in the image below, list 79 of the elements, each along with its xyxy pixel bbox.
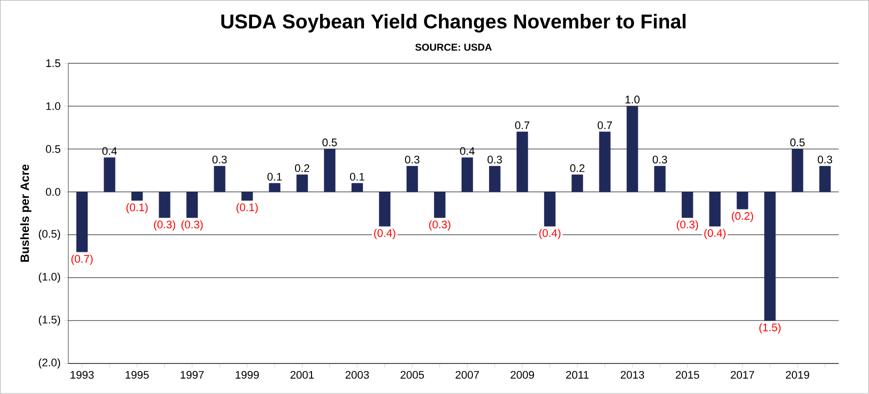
bar (406, 166, 418, 192)
data-label: 0.2 (570, 164, 584, 172)
data-label: 0.3 (818, 156, 832, 164)
bar (599, 132, 611, 192)
data-label: 0.7 (598, 122, 612, 130)
data-label: 0.5 (322, 138, 337, 146)
data-label: (0.1) (236, 203, 258, 214)
y-tick-label: (1.0) (38, 272, 60, 283)
data-label: (0.3) (154, 220, 176, 231)
bar (626, 106, 638, 192)
data-label: 0.1 (350, 173, 364, 181)
data-label: (0.3) (676, 220, 698, 231)
bar (379, 192, 390, 227)
x-tick-label: 2011 (566, 371, 589, 379)
y-tick-label: 0.0 (46, 188, 60, 196)
bar (819, 166, 831, 192)
bar (682, 192, 694, 218)
bar (462, 158, 473, 192)
bar (736, 192, 748, 210)
y-tick-label: (1.5) (38, 316, 60, 326)
x-tick-label: 2013 (620, 371, 644, 379)
bar (214, 166, 226, 192)
chart-subtitle: SOURCE: USDA (415, 44, 492, 51)
data-label: 0.2 (294, 164, 310, 172)
data-label: 0.5 (790, 138, 805, 146)
y-axis-title: Bushels per Acre (20, 164, 32, 262)
data-label: (0.2) (732, 212, 754, 222)
y-tick-label: 0.5 (46, 145, 60, 154)
chart-title: USDA Soybean Yield Changes November to Final (221, 14, 686, 33)
bar (489, 166, 500, 192)
data-label: (0.3) (181, 220, 203, 231)
x-tick-label: 1999 (236, 371, 259, 379)
x-tick-label: 2015 (676, 371, 700, 379)
y-tick-label: (0.5) (38, 230, 60, 240)
x-tick-label: 2007 (456, 371, 479, 379)
x-tick-label: 2019 (786, 371, 810, 379)
x-tick-label: 1997 (180, 371, 204, 379)
data-label: (0.4) (374, 229, 396, 240)
data-label: 0.3 (405, 156, 420, 164)
x-tick-label: 2003 (346, 371, 369, 379)
bar (572, 174, 584, 192)
bar (792, 148, 804, 192)
bar (764, 192, 776, 321)
data-label: 0.1 (267, 173, 282, 181)
x-tick-label: 2001 (290, 371, 314, 379)
bar (352, 183, 363, 192)
bar (296, 174, 308, 192)
y-tick-label: 1.0 (46, 102, 60, 110)
data-label: (0.7) (71, 254, 93, 266)
bar (158, 192, 170, 218)
data-label: 0.3 (212, 156, 227, 164)
bar (131, 192, 143, 201)
bar (268, 183, 280, 192)
bar (104, 158, 116, 192)
data-label: 0.7 (515, 122, 530, 130)
data-label: (1.5) (759, 323, 781, 334)
bar (324, 148, 336, 192)
bar (516, 132, 528, 192)
data-label: 0.4 (102, 147, 117, 156)
bar (76, 192, 88, 252)
data-label: 0.3 (652, 156, 668, 164)
x-tick-label: 2009 (510, 371, 534, 379)
data-label: (0.3) (429, 220, 450, 231)
x-tick-label: 1995 (126, 371, 149, 379)
data-label: 0.3 (488, 156, 502, 164)
y-tick-label: (2.0) (38, 358, 60, 369)
data-label: (0.4) (539, 229, 560, 240)
x-tick-label: 1993 (70, 371, 94, 379)
data-label: 1.0 (626, 96, 640, 104)
x-tick-label: 2017 (730, 371, 754, 379)
bar (709, 192, 721, 227)
data-label: (0.4) (704, 229, 726, 240)
bar (544, 192, 556, 227)
data-label: (0.1) (126, 203, 148, 214)
x-tick-label: 2005 (400, 371, 424, 379)
bar (654, 166, 666, 192)
data-label: 0.4 (460, 147, 475, 156)
bar (186, 192, 198, 218)
y-tick-label: 1.5 (46, 60, 60, 68)
